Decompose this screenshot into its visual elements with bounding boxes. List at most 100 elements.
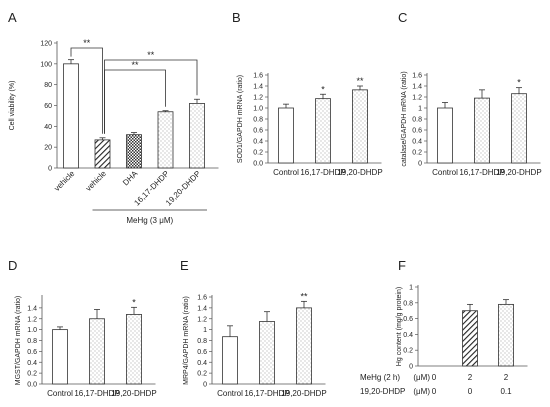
significance-mark: **: [300, 291, 308, 301]
y-tick-label: 1.2: [412, 95, 422, 102]
bar: [259, 321, 275, 385]
y-tick-label: 0.4: [27, 360, 37, 367]
y-tick-label: 1: [203, 327, 207, 334]
x-category-label: vehicle: [84, 169, 108, 193]
y-tick-label: 0.6: [27, 349, 37, 356]
table-row-unit: (μM): [413, 373, 430, 382]
x-category-label: 19,20-DHDP: [337, 168, 382, 177]
bar: [52, 329, 68, 385]
bar: [437, 107, 453, 164]
table-row-label: 19,20-DHDP: [360, 387, 405, 396]
y-tick-label: 0.4: [197, 360, 207, 367]
chart-panel-c: C 0 0.2 0.4 0.6 0.8 1 1.2 1.4 1.6 catalase/GAPDH m…: [398, 10, 542, 177]
chart-panel-b: B 0.0 0.2 0.4 0.6 0.8 1.0 1.2 1.4 1.6 SOD1/GAPDH m…: [232, 10, 383, 177]
chart-panel-f: F 0 0.2 0.4 0.6 0.8 1 Hg content (mg/g protein)…: [360, 258, 528, 396]
bar: [222, 336, 238, 385]
y-tick-label: 0: [48, 166, 52, 173]
significance-bracket: [70, 47, 103, 134]
x-category-label: 19,20-DHDP: [281, 389, 326, 398]
y-axis-label: MGST/GAPDH mRNA (ratio): [15, 296, 22, 385]
y-tick-label: 0.8: [197, 338, 207, 345]
y-tick-label: 0.2: [27, 371, 37, 378]
significance-mark: *: [321, 84, 325, 94]
bar: [94, 139, 111, 169]
y-tick-label: 0.6: [403, 316, 413, 323]
significance-label: **: [147, 50, 155, 60]
y-tick-label: 0.6: [412, 128, 422, 135]
significance-mark: **: [356, 76, 364, 86]
bar: [126, 313, 142, 385]
bar: [474, 97, 490, 164]
panel-letter: A: [8, 10, 17, 25]
y-tick-label: 0.2: [253, 150, 263, 157]
x-category-label: vehicle: [52, 169, 76, 193]
bar: [296, 307, 312, 385]
table-cell: 2: [468, 373, 473, 382]
panel-letter: D: [8, 258, 17, 273]
table-row-label: MeHg (2 h): [360, 373, 400, 382]
bar: [157, 111, 174, 169]
bar: [126, 134, 142, 169]
y-tick-label: 0.4: [412, 139, 422, 146]
y-tick-label: 0.8: [27, 338, 37, 345]
y-axis-label: Cell viability (%): [9, 81, 16, 131]
y-tick-label: 0.8: [403, 300, 413, 307]
table-cell: 0: [468, 387, 473, 396]
y-tick-label: 0.2: [197, 371, 207, 378]
y-tick-label: 0: [409, 364, 413, 371]
y-tick-label: 80: [44, 82, 52, 89]
y-tick-label: 1.6: [412, 73, 422, 80]
y-axis-label: SOD1/GAPDH mRNA (ratio): [237, 75, 244, 163]
y-tick-label: 0.8: [253, 117, 263, 124]
x-category-label: DHA: [121, 169, 140, 188]
y-tick-label: 1.6: [197, 295, 207, 302]
y-tick-label: 1.6: [253, 73, 263, 80]
y-axis-label: Hg content (mg/g protein): [396, 287, 403, 366]
y-tick-label: 1.4: [197, 305, 207, 312]
y-axis-label: catalase/GAPDH mRNA (ratio): [401, 71, 408, 166]
y-tick-label: 1.2: [253, 95, 263, 102]
panel-letter: F: [398, 258, 406, 273]
table-cell: 2: [504, 373, 509, 382]
y-tick-label: 1.4: [412, 84, 422, 91]
chart-panel-e: E 0 0.2 0.4 0.6 0.8 1 1.2 1.4 1.6 MRP4/GAPDH mRNA …: [180, 258, 327, 398]
table-row-unit: (μM): [413, 387, 430, 396]
y-tick-label: 20: [44, 145, 52, 152]
bar: [63, 63, 79, 169]
x-category-label: Control: [47, 389, 73, 398]
x-category-label: Control: [432, 168, 458, 177]
x-category-label: 16,17-DHDP: [74, 389, 119, 398]
bar: [511, 93, 527, 164]
y-tick-label: 0.4: [253, 139, 263, 146]
y-tick-label: 40: [44, 124, 52, 131]
significance-label: **: [83, 38, 91, 48]
y-tick-label: 0: [203, 382, 207, 389]
bar: [189, 103, 205, 169]
y-tick-label: 0.6: [253, 128, 263, 135]
bar: [89, 318, 105, 385]
y-tick-label: 1.0: [27, 327, 37, 334]
table-cell: 0: [432, 373, 437, 382]
x-category-label: 16,17-DHDP: [244, 389, 289, 398]
y-tick-label: 1.4: [253, 84, 263, 91]
table-cell: 0.1: [500, 387, 512, 396]
y-tick-label: 1.2: [27, 316, 37, 323]
x-category-label: 19,20-DHDP: [111, 389, 156, 398]
significance-mark: *: [132, 297, 136, 307]
significance-mark: *: [517, 78, 521, 88]
panel-letter: C: [398, 10, 407, 25]
significance-bracket: [104, 69, 166, 134]
y-tick-label: 1.4: [27, 305, 37, 312]
y-tick-label: 120: [40, 41, 52, 48]
y-tick-label: 1: [418, 106, 422, 113]
y-tick-label: 0: [418, 161, 422, 168]
y-tick-label: 100: [40, 61, 52, 68]
x-category-label: 16,17-DHDP: [459, 168, 504, 177]
bar: [462, 310, 478, 367]
x-category-label: 19,20-DHDP: [496, 168, 541, 177]
x-category-label: Control: [217, 389, 243, 398]
y-tick-label: 0.0: [27, 382, 37, 389]
y-tick-label: 0.0: [253, 161, 263, 168]
y-tick-label: 60: [44, 103, 52, 110]
